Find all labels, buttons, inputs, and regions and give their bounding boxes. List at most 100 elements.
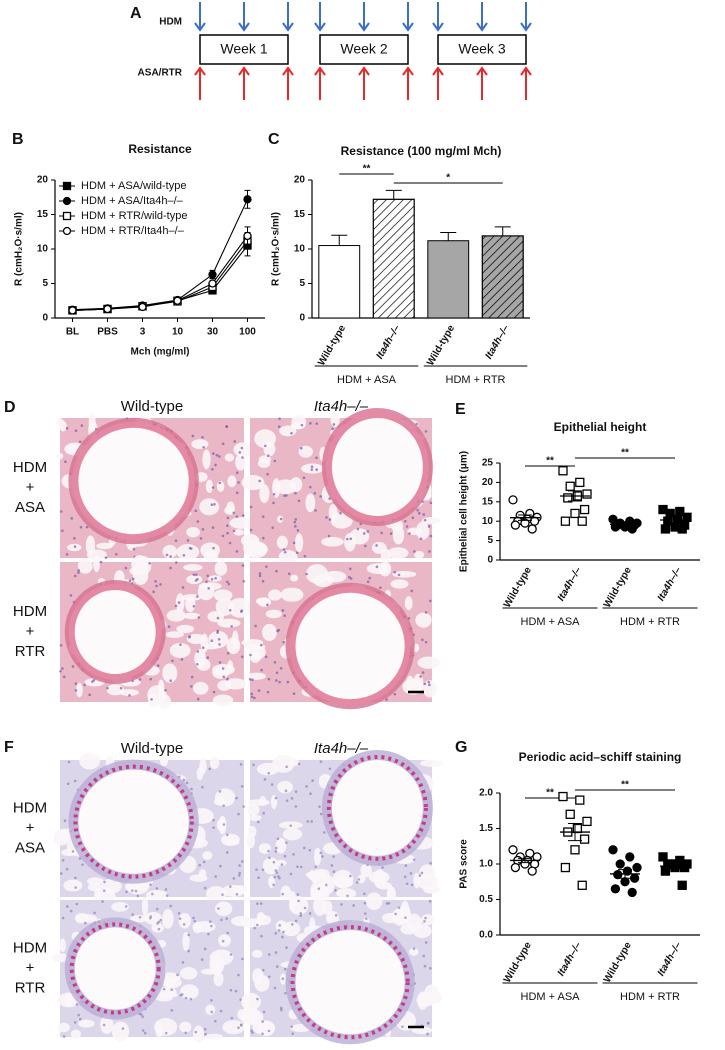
nucleus <box>182 778 186 782</box>
nucleus <box>366 580 370 584</box>
nucleus <box>282 930 285 934</box>
nucleus <box>357 878 361 881</box>
arrow-head <box>282 66 294 76</box>
nucleus <box>235 515 239 518</box>
alveolus <box>377 882 392 890</box>
alveolus <box>257 458 271 468</box>
nucleus <box>156 664 160 667</box>
nucleus <box>349 537 353 541</box>
nucleus <box>78 440 82 444</box>
row-label: HDM <box>13 459 47 476</box>
nucleus <box>225 425 228 428</box>
nucleus <box>202 860 206 864</box>
y-tick-label: 5 <box>487 535 493 546</box>
alveolus <box>257 597 272 608</box>
point <box>208 270 217 279</box>
row-label: + <box>26 479 35 496</box>
nucleus <box>61 667 64 670</box>
nucleus <box>175 561 178 564</box>
nucleus <box>255 902 259 905</box>
arrow-head <box>194 22 206 32</box>
nucleus <box>292 541 296 545</box>
nucleus <box>225 833 229 837</box>
arrow-head <box>432 22 444 32</box>
legend-marker <box>62 226 72 236</box>
nucleus <box>291 1032 295 1036</box>
alveolus <box>183 612 201 620</box>
nucleus <box>272 501 275 505</box>
nucleus <box>249 505 253 509</box>
alveolus <box>422 680 437 698</box>
nucleus <box>305 572 308 576</box>
point <box>558 791 568 802</box>
nucleus <box>157 927 161 931</box>
nucleus <box>203 947 207 951</box>
nucleus <box>240 446 244 450</box>
nucleus <box>214 463 217 467</box>
nucleus <box>226 651 230 655</box>
nucleus <box>128 694 131 697</box>
nucleus <box>363 901 367 905</box>
epithelium <box>289 586 411 706</box>
nucleus <box>299 914 303 918</box>
nucleus <box>218 481 222 485</box>
micrograph <box>59 555 252 710</box>
nucleus <box>275 671 279 675</box>
alveolus <box>336 888 357 899</box>
alveolus <box>320 874 335 895</box>
alveolus <box>291 414 307 430</box>
micrograph <box>53 752 248 904</box>
nucleus <box>214 576 217 580</box>
nucleus <box>210 1010 213 1014</box>
alveolus <box>360 863 372 878</box>
point <box>570 845 580 855</box>
nucleus <box>196 595 199 598</box>
bar-hatch <box>372 198 415 319</box>
nucleus <box>73 545 77 548</box>
alveolus <box>276 535 288 550</box>
nucleus <box>349 874 352 878</box>
alveolus <box>404 596 413 611</box>
nucleus <box>266 454 270 458</box>
nucleus <box>313 491 317 495</box>
alveolus <box>265 609 282 619</box>
nucleus <box>232 511 236 515</box>
y-tick-label: 20 <box>482 477 494 488</box>
nucleus <box>293 520 297 524</box>
alveolus <box>186 527 200 538</box>
alveolus <box>321 536 344 547</box>
x-axis-label: Mch (mg/ml) <box>131 347 190 358</box>
alveolus <box>258 843 272 854</box>
nucleus <box>294 790 298 793</box>
nucleus <box>103 880 106 884</box>
x-tick-label: Ita4h–/– <box>374 323 402 361</box>
nucleus <box>279 517 283 521</box>
row-label: + <box>26 819 35 836</box>
alveolus <box>406 913 422 931</box>
nucleus <box>394 912 397 916</box>
alveolus <box>227 475 237 488</box>
lumen <box>295 592 405 700</box>
nucleus <box>318 805 321 808</box>
nucleus <box>261 1020 264 1023</box>
nucleus <box>233 440 237 443</box>
alveolus <box>365 892 383 911</box>
y-tick-label: 15 <box>294 209 306 220</box>
nucleus <box>314 865 317 869</box>
nucleus <box>323 831 326 834</box>
nucleus <box>280 863 284 866</box>
alveolus <box>332 869 354 889</box>
point <box>68 306 77 315</box>
nucleus <box>278 680 281 684</box>
alveolus <box>199 758 207 775</box>
nucleus <box>61 529 64 533</box>
nucleus <box>267 953 271 956</box>
nucleus <box>295 551 299 554</box>
alveolus <box>162 663 178 683</box>
sem-bar <box>618 869 632 879</box>
alveolus <box>111 901 129 912</box>
nucleus <box>362 892 366 896</box>
nucleus <box>237 973 240 977</box>
bar-hatch <box>481 235 524 319</box>
significance-label: ** <box>546 456 554 467</box>
